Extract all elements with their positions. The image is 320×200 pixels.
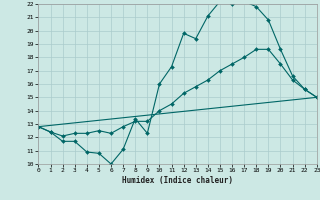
X-axis label: Humidex (Indice chaleur): Humidex (Indice chaleur) (122, 176, 233, 185)
